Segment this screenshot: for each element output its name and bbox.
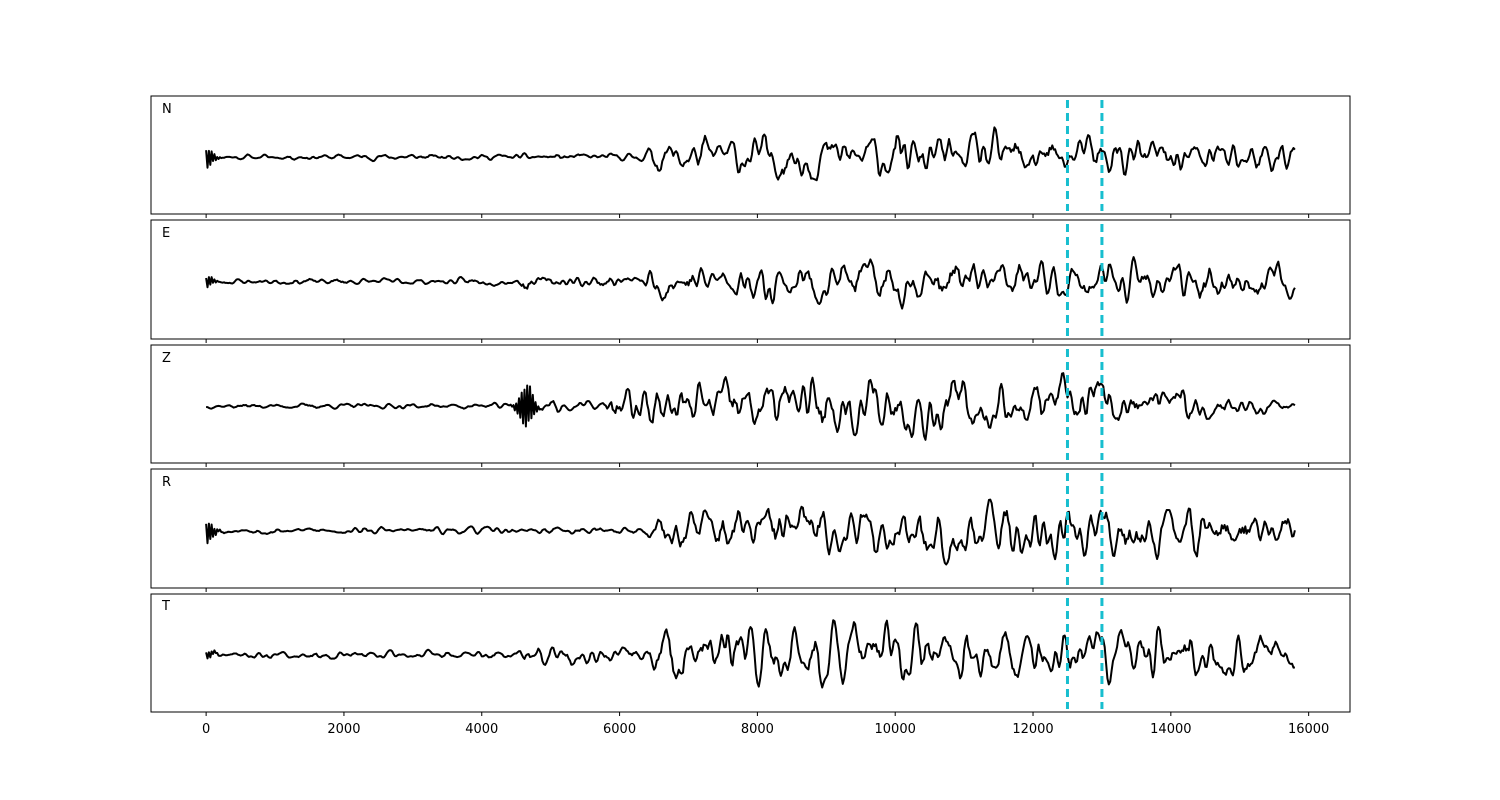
x-tick-label: 10000	[875, 722, 916, 737]
waveform-trace-r	[205, 498, 1296, 566]
panel-label-r: R	[162, 475, 171, 490]
panel-label-e: E	[162, 226, 170, 241]
panel-frame-z	[150, 344, 1351, 464]
panel-marks-e	[205, 224, 1310, 343]
panel-e: E	[150, 219, 1351, 343]
x-tick-label: 4000	[465, 722, 498, 737]
panel-n: N	[150, 95, 1351, 218]
panel-frame-t	[150, 593, 1351, 713]
panel-marks-z	[205, 349, 1310, 467]
waveform-trace-n	[205, 126, 1296, 182]
waveform-trace-e	[205, 256, 1296, 310]
panel-label-t: T	[161, 599, 170, 614]
waveform-trace-z	[206, 372, 1296, 441]
panel-label-z: Z	[162, 351, 171, 366]
x-tick-label: 14000	[1150, 722, 1191, 737]
panel-frame-r	[150, 468, 1351, 589]
x-tick-label: 2000	[327, 722, 360, 737]
panel-frame-e	[150, 219, 1351, 340]
panel-label-n: N	[162, 102, 172, 117]
panel-r: R	[150, 468, 1351, 592]
waveform-trace-t	[205, 619, 1296, 689]
x-tick-label: 0	[202, 722, 210, 737]
panel-z: Z	[150, 344, 1351, 467]
x-tick-label: 6000	[603, 722, 636, 737]
x-tick-label: 8000	[741, 722, 774, 737]
panel-t: T	[150, 593, 1351, 716]
panel-marks-n	[205, 100, 1310, 218]
x-tick-label: 16000	[1288, 722, 1329, 737]
panel-marks-t	[205, 598, 1310, 716]
panel-marks-r	[205, 473, 1310, 592]
x-axis: 0 2000 4000 6000 8000 10000 12000 14000 16000	[202, 722, 1329, 737]
x-tick-label: 12000	[1012, 722, 1053, 737]
panel-frame-n	[150, 95, 1351, 215]
